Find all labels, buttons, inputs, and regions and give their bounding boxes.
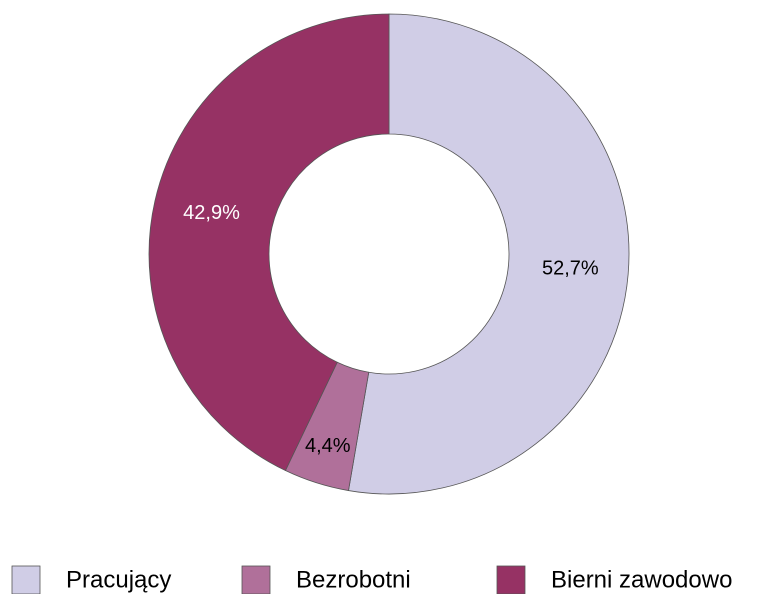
value-label: 52,7% bbox=[542, 258, 599, 280]
legend-label: Pracujący bbox=[66, 566, 171, 593]
legend-swatch bbox=[241, 565, 271, 594]
value-label: 42,9% bbox=[183, 202, 240, 224]
donut-slice bbox=[148, 13, 390, 472]
value-label: 4,4% bbox=[305, 435, 351, 457]
legend-label: Bezrobotni bbox=[296, 566, 411, 593]
legend-label: Bierni zawodowo bbox=[551, 566, 732, 593]
donut-slice bbox=[348, 13, 630, 495]
legend-swatch bbox=[11, 565, 41, 594]
legend-swatch bbox=[496, 565, 526, 594]
